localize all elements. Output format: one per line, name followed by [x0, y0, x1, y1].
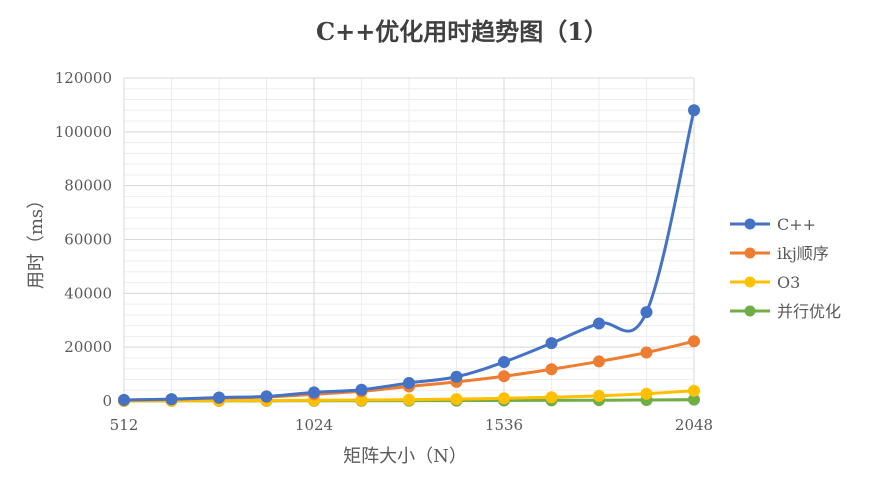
- series-layer: [118, 104, 700, 407]
- data-point-o3: [593, 389, 605, 402]
- legend-label: O3: [777, 273, 800, 292]
- y-axis-title: 用时（ms）: [26, 191, 47, 289]
- data-point-o3: [688, 384, 700, 397]
- grid: [123, 77, 695, 402]
- data-point-ikj: [688, 335, 700, 348]
- legend-item: O3: [730, 273, 800, 292]
- y-tick-label: 80000: [64, 177, 112, 195]
- data-point-cpp: [450, 370, 463, 383]
- legend-item: ikj顺序: [730, 244, 829, 263]
- y-tick-label: 120000: [55, 69, 112, 87]
- data-point-ikj: [593, 355, 605, 368]
- legend: C++ ikj顺序 O3 并行优化: [730, 215, 841, 321]
- y-tick-label: 20000: [64, 338, 112, 356]
- data-point-o3: [450, 393, 463, 406]
- legend-marker: [744, 305, 756, 317]
- legend-marker: [744, 276, 756, 288]
- data-point-ikj: [545, 363, 558, 376]
- chart-title: C++优化用时趋势图（1）: [316, 17, 608, 46]
- data-point-cpp: [118, 393, 130, 406]
- data-point-cpp: [545, 337, 558, 350]
- series-cpp: [118, 104, 700, 406]
- data-point-cpp: [498, 355, 510, 368]
- x-tick-label: 1024: [295, 416, 333, 434]
- x-axis-title: 矩阵大小（N）: [343, 446, 467, 467]
- legend-item: C++: [730, 215, 816, 234]
- legend-label: ikj顺序: [777, 244, 829, 263]
- data-point-cpp: [593, 317, 605, 330]
- y-tick-label: 100000: [55, 123, 112, 141]
- legend-item: 并行优化: [730, 302, 841, 321]
- data-point-ikj: [498, 370, 510, 383]
- y-tick-label: 0: [102, 392, 112, 410]
- legend-marker: [744, 247, 756, 259]
- data-point-o3: [498, 392, 510, 405]
- x-tick-label: 512: [110, 416, 139, 434]
- data-point-cpp: [260, 390, 273, 403]
- legend-marker: [744, 218, 756, 230]
- data-point-cpp: [165, 393, 178, 406]
- data-point-ikj: [640, 346, 653, 359]
- legend-label: 并行优化: [777, 302, 841, 321]
- y-tick-label: 40000: [64, 284, 112, 302]
- data-point-o3: [403, 393, 415, 406]
- data-point-cpp: [355, 383, 368, 396]
- data-point-cpp: [308, 386, 320, 399]
- data-point-o3: [640, 387, 653, 400]
- axes: 0 20000 40000 60000 80000 100000 120000 512 1024…: [55, 69, 713, 434]
- data-point-cpp: [403, 376, 415, 389]
- data-point-cpp: [640, 306, 653, 319]
- x-tick-label: 1536: [485, 416, 523, 434]
- x-tick-label: 2048: [675, 416, 713, 434]
- data-point-o3: [545, 391, 558, 404]
- y-tick-label: 60000: [64, 231, 112, 249]
- data-point-cpp: [213, 391, 225, 404]
- legend-label: C++: [777, 215, 816, 234]
- data-point-cpp: [688, 104, 700, 117]
